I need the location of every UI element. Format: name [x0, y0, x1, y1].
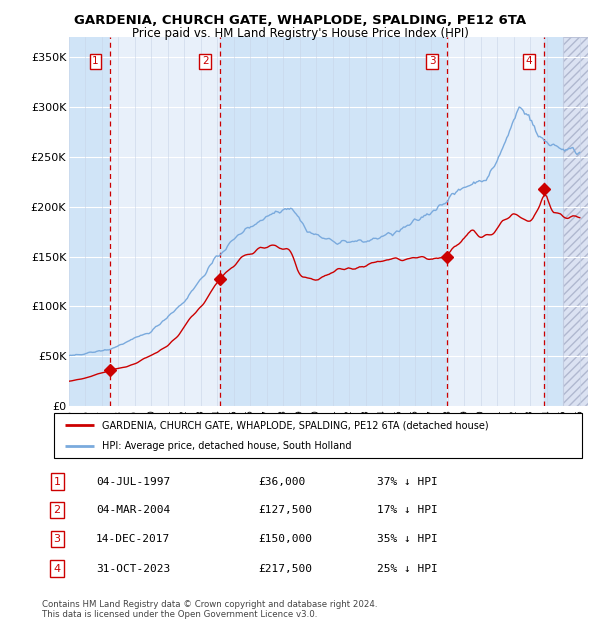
Bar [447, 37, 544, 406]
Bar [544, 37, 563, 406]
Text: £217,500: £217,500 [258, 564, 312, 574]
Bar [69, 37, 110, 406]
Text: 25% ↓ HPI: 25% ↓ HPI [377, 564, 437, 574]
Text: HPI: Average price, detached house, South Holland: HPI: Average price, detached house, Sout… [101, 441, 351, 451]
Bar [563, 37, 588, 406]
Text: 04-MAR-2004: 04-MAR-2004 [96, 505, 170, 515]
Text: 14-DEC-2017: 14-DEC-2017 [96, 534, 170, 544]
Text: Contains HM Land Registry data © Crown copyright and database right 2024.
This d: Contains HM Land Registry data © Crown c… [42, 600, 377, 619]
Text: GARDENIA, CHURCH GATE, WHAPLODE, SPALDING, PE12 6TA: GARDENIA, CHURCH GATE, WHAPLODE, SPALDIN… [74, 14, 526, 27]
Text: 1: 1 [92, 56, 99, 66]
Bar [220, 37, 447, 406]
Text: 04-JUL-1997: 04-JUL-1997 [96, 477, 170, 487]
Text: 3: 3 [53, 534, 61, 544]
Text: GARDENIA, CHURCH GATE, WHAPLODE, SPALDING, PE12 6TA (detached house): GARDENIA, CHURCH GATE, WHAPLODE, SPALDIN… [101, 420, 488, 430]
Text: 3: 3 [429, 56, 436, 66]
Bar [563, 37, 588, 406]
Text: 37% ↓ HPI: 37% ↓ HPI [377, 477, 437, 487]
Text: 2: 2 [53, 505, 61, 515]
Text: £127,500: £127,500 [258, 505, 312, 515]
Text: £36,000: £36,000 [258, 477, 305, 487]
Text: 35% ↓ HPI: 35% ↓ HPI [377, 534, 437, 544]
Text: 4: 4 [53, 564, 61, 574]
Text: 31-OCT-2023: 31-OCT-2023 [96, 564, 170, 574]
Bar [110, 37, 220, 406]
Text: Price paid vs. HM Land Registry's House Price Index (HPI): Price paid vs. HM Land Registry's House … [131, 27, 469, 40]
Text: 2: 2 [202, 56, 209, 66]
Text: 17% ↓ HPI: 17% ↓ HPI [377, 505, 437, 515]
Text: 4: 4 [526, 56, 533, 66]
Text: £150,000: £150,000 [258, 534, 312, 544]
Text: 1: 1 [53, 477, 61, 487]
